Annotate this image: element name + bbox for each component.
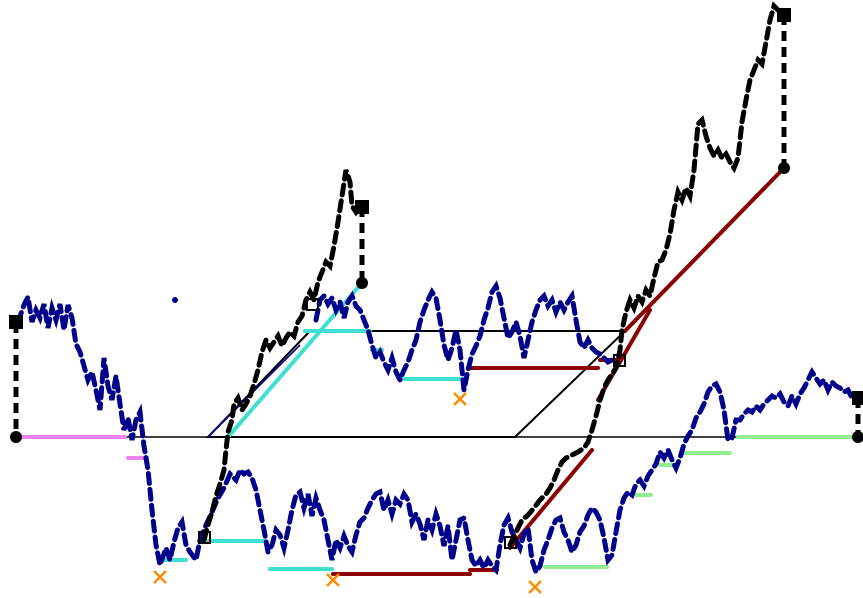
circle-marker	[10, 431, 22, 443]
open-square-markers	[198, 298, 626, 549]
blue-dashed-wave	[313, 280, 619, 391]
open-square-marker	[198, 531, 211, 544]
square-marker	[852, 391, 863, 405]
cross-markers	[153, 392, 542, 594]
circle-marker	[356, 277, 368, 289]
light-green-segments	[543, 435, 862, 569]
blue-dashed-wave	[15, 288, 859, 578]
cross-marker	[453, 392, 467, 406]
open-square-marker	[504, 536, 517, 549]
square-markers	[9, 8, 863, 405]
circle-markers	[10, 162, 863, 443]
black-dashed-path	[507, 1, 785, 548]
black-dashed-path	[201, 169, 365, 543]
isolated-dot	[172, 297, 178, 303]
cross-marker	[528, 580, 542, 594]
cross-marker	[326, 573, 340, 587]
vertical-connectors	[13, 15, 861, 437]
square-marker	[355, 200, 369, 214]
circle-marker	[778, 162, 790, 174]
open-square-marker	[613, 354, 626, 367]
magenta-segments	[16, 435, 149, 460]
square-marker	[9, 315, 23, 329]
square-marker	[777, 8, 791, 22]
open-square-marker	[306, 298, 319, 311]
circle-marker	[852, 431, 863, 443]
cross-marker	[153, 570, 167, 584]
dark-red-segment	[623, 166, 786, 333]
dark-red-segments	[331, 166, 786, 576]
